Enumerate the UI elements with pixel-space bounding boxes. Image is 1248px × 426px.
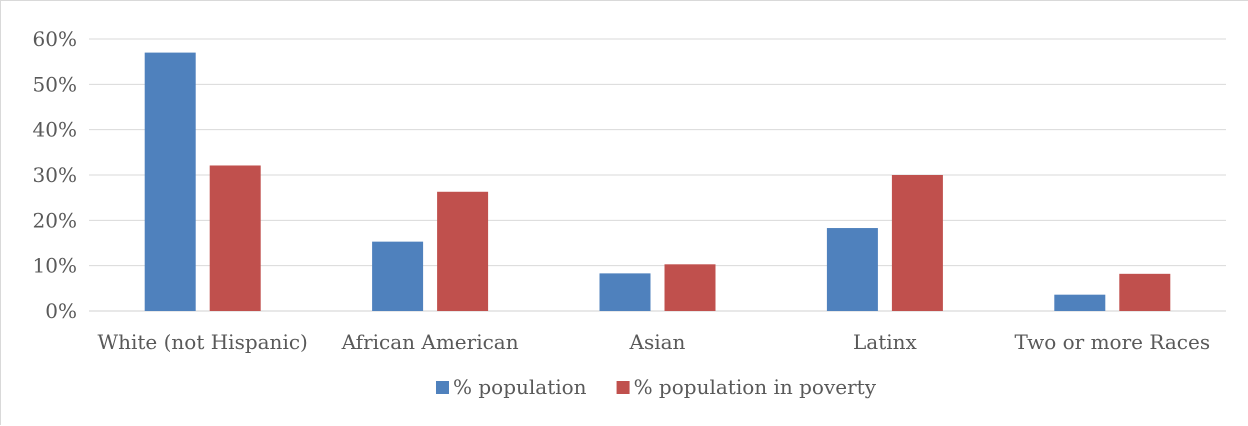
legend-label: % population in poverty (634, 375, 877, 399)
legend: % population % population in poverty (435, 375, 877, 399)
x-category-label: Asian (629, 330, 686, 354)
bar-population (826, 228, 878, 311)
bar-poverty (664, 264, 716, 311)
bar-poverty (1119, 273, 1171, 311)
bar-population (372, 241, 424, 311)
y-axis: 0% 10% 20% 30% 40% 50% 60% (33, 27, 77, 323)
bar-poverty (891, 175, 943, 311)
legend-label: % population (453, 375, 587, 399)
bars (144, 52, 1171, 311)
legend-item: % population (435, 375, 587, 399)
legend-swatch (435, 381, 449, 394)
x-category-label: African American (341, 330, 519, 354)
x-axis: White (not Hispanic) African American Asia… (98, 330, 1211, 354)
y-tick-label: 60% (33, 27, 77, 51)
y-tick-label: 30% (33, 163, 77, 187)
x-category-label: Two or more Races (1014, 330, 1210, 354)
bar-poverty (209, 165, 261, 311)
x-category-label: White (not Hispanic) (98, 330, 308, 354)
legend-swatch (616, 381, 630, 394)
y-tick-label: 50% (33, 72, 77, 96)
x-category-label: Latinx (853, 330, 918, 354)
y-tick-label: 10% (33, 254, 77, 278)
bar-population (144, 52, 196, 311)
y-tick-label: 0% (45, 299, 77, 323)
bar-population (599, 273, 651, 311)
gridlines (89, 38, 1226, 312)
y-tick-label: 20% (33, 208, 77, 232)
y-tick-label: 40% (33, 118, 77, 142)
bar-population (1054, 294, 1106, 311)
bar-poverty (437, 191, 489, 311)
legend-item: % population in poverty (616, 375, 877, 399)
